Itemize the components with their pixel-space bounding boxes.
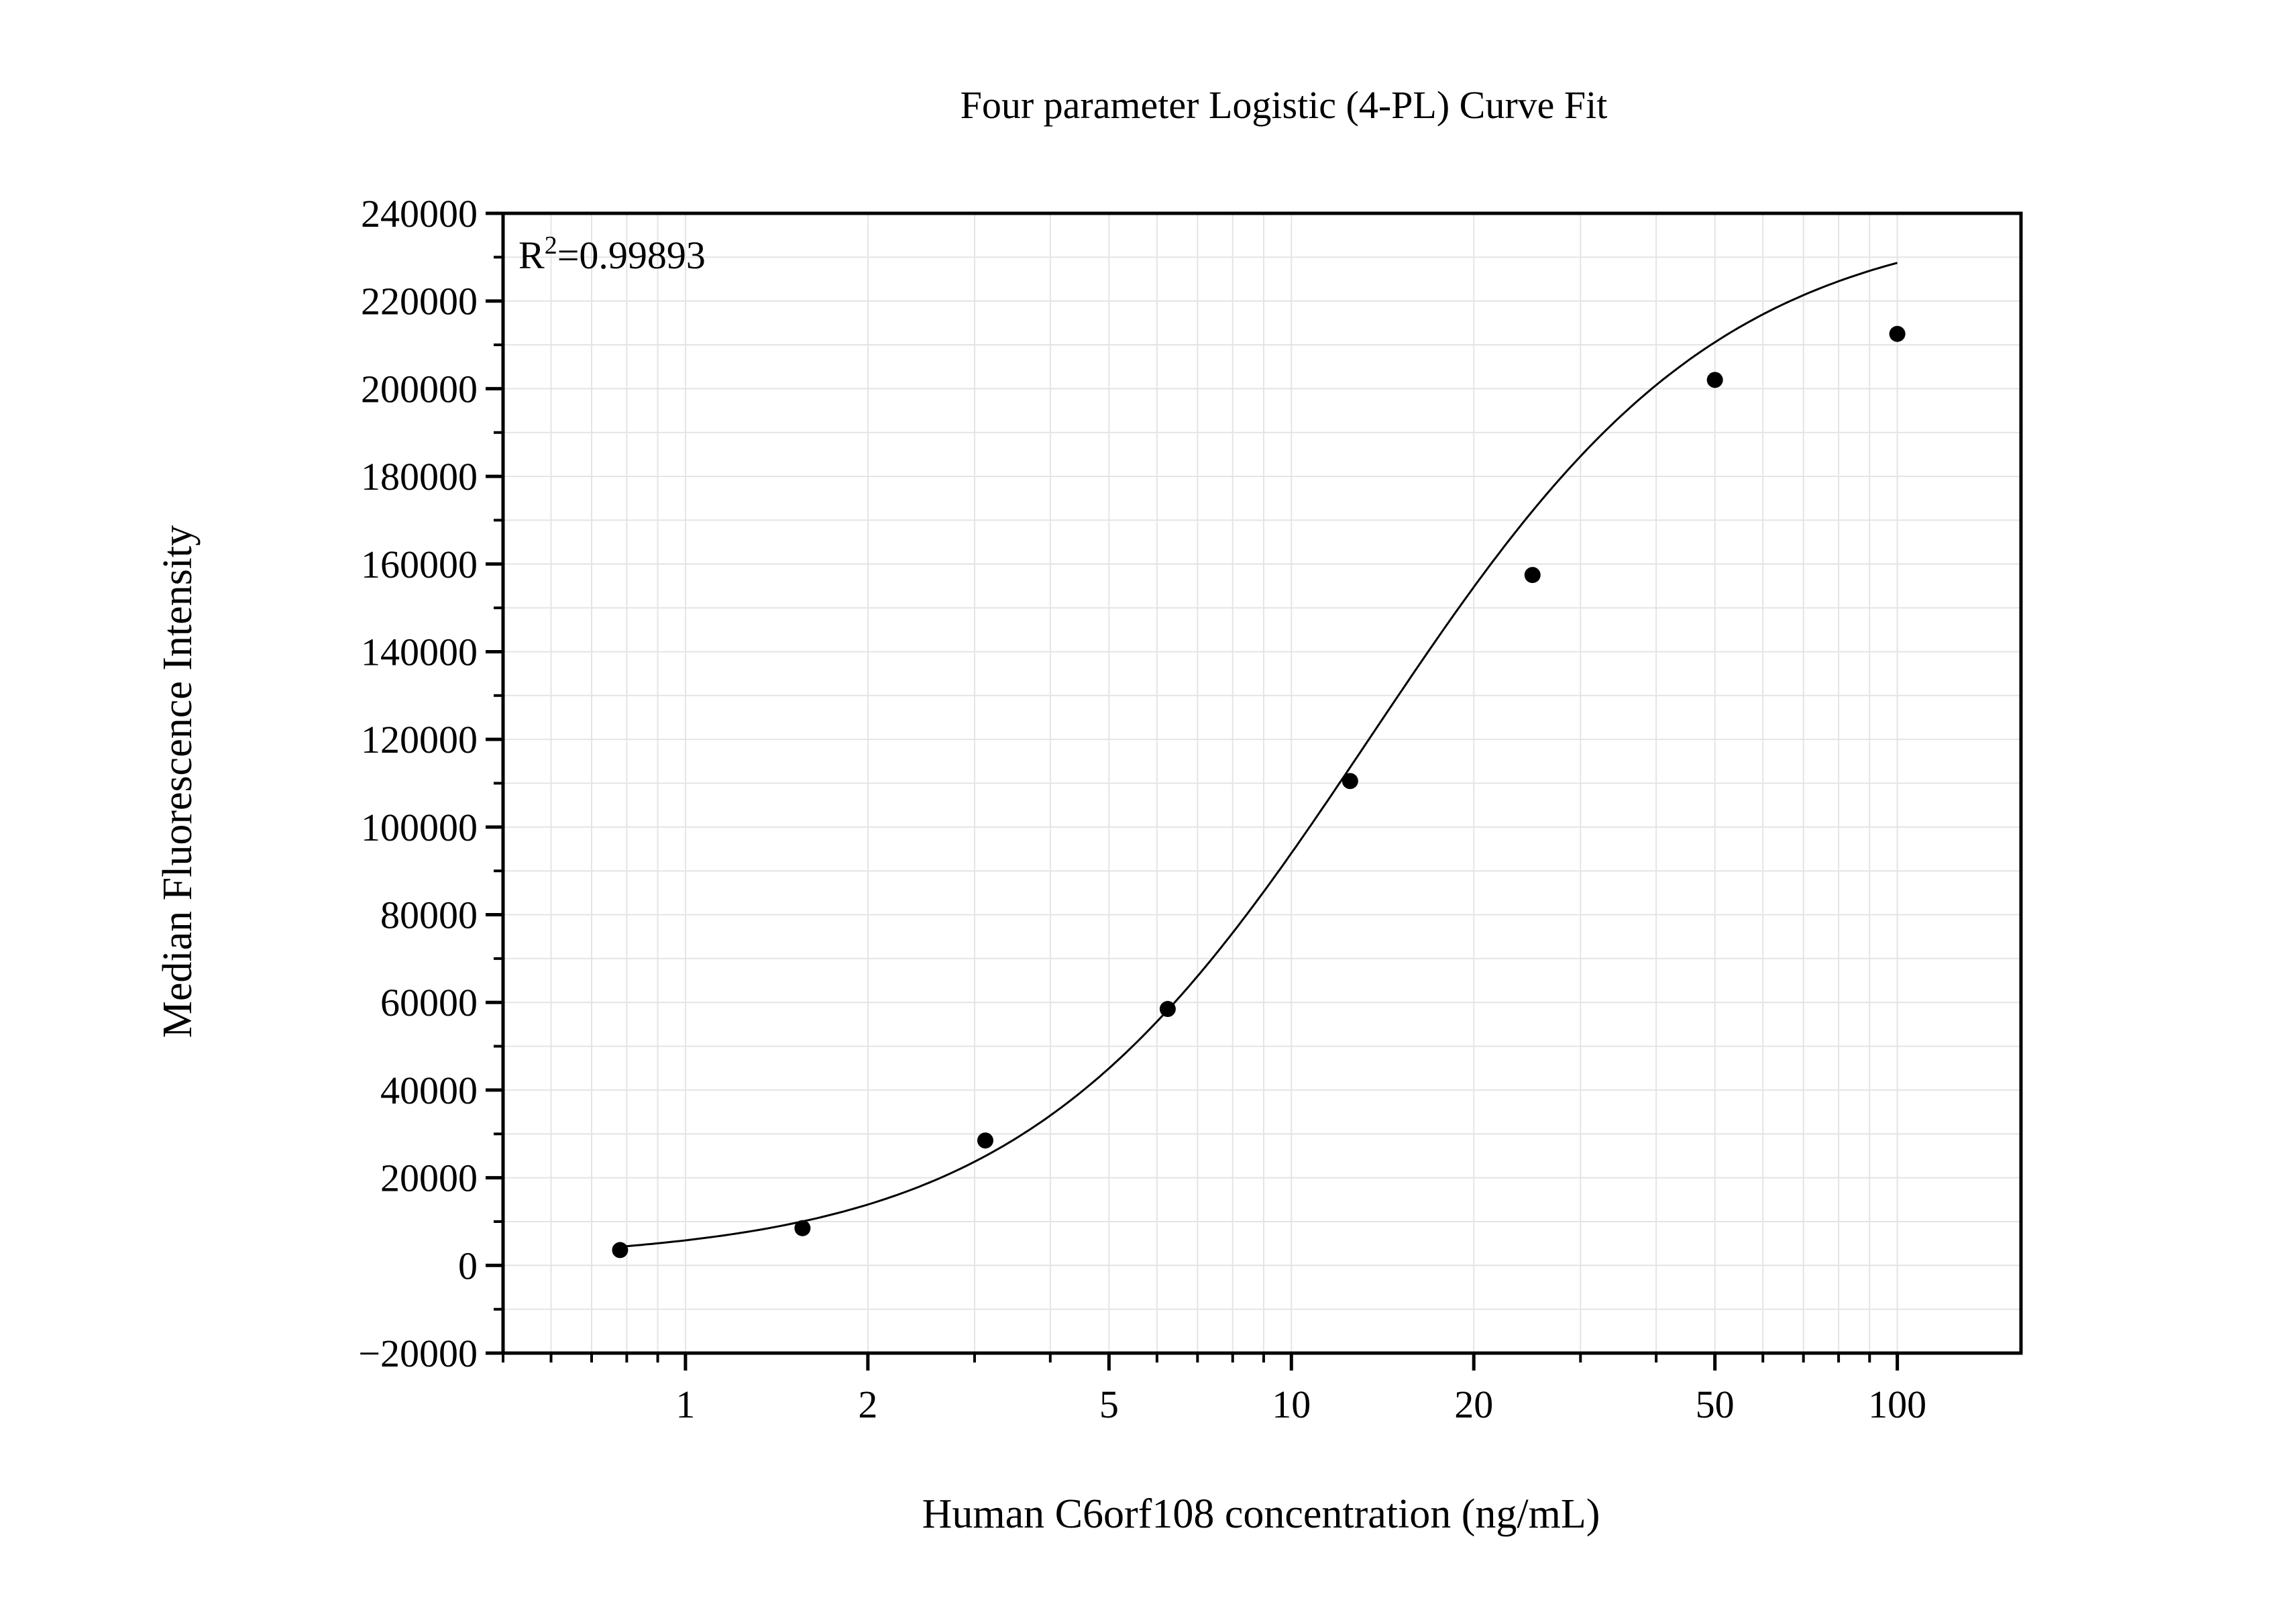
y-tick-label: 220000 [361,280,478,323]
y-tick-label: 200000 [361,367,478,411]
y-tick-label: 60000 [380,981,478,1024]
x-tick-label: 2 [858,1383,877,1426]
x-axis-label: Human C6orf108 concentration (ng/mL) [922,1491,1600,1537]
y-tick-label: 20000 [380,1157,478,1200]
data-point [1159,1001,1176,1018]
y-tick-label: 40000 [380,1069,478,1112]
y-tick-label: 80000 [380,894,478,937]
data-point [612,1242,628,1259]
y-tick-label: 140000 [361,630,478,674]
x-tick-label: 1 [675,1383,695,1426]
data-point [1342,773,1358,790]
r-squared-annotation: R2=0.99893 [518,231,706,277]
y-tick-label: −20000 [358,1332,478,1375]
y-tick-label: 180000 [361,455,478,498]
r-squared-prefix: R [518,233,545,277]
y-tick-label: 100000 [361,806,478,849]
x-tick-label: 10 [1272,1383,1311,1426]
chart-title: Four parameter Logistic (4-PL) Curve Fit [961,83,1608,127]
y-tick-label: 240000 [361,192,478,235]
r-squared-superscript: 2 [545,231,557,260]
y-axis-ticks: −20000 0 20000 40000 60000 80000 100000 120000 1… [358,192,503,1375]
data-point [977,1132,993,1149]
y-axis-label: Median Fluorescence Intensity [155,525,201,1038]
grid [502,213,2021,1354]
y-tick-label: 120000 [361,718,478,761]
y-tick-label: 160000 [361,543,478,586]
fit-curve-layer [620,262,1898,1248]
data-points [612,325,1906,1259]
x-axis-ticks: 1 2 5 10 20 50 100 [502,1353,1926,1426]
x-tick-label: 50 [1696,1383,1735,1426]
y-tick-label: 0 [458,1244,478,1287]
data-point [1706,372,1723,388]
x-tick-label: 100 [1868,1383,1926,1426]
x-tick-label: 20 [1454,1383,1493,1426]
data-point [794,1220,811,1236]
r-squared-value: =0.99893 [557,233,706,277]
data-point [1889,325,1906,342]
x-tick-label: 5 [1099,1383,1119,1426]
data-point [1524,567,1541,584]
fit-curve [620,262,1898,1248]
